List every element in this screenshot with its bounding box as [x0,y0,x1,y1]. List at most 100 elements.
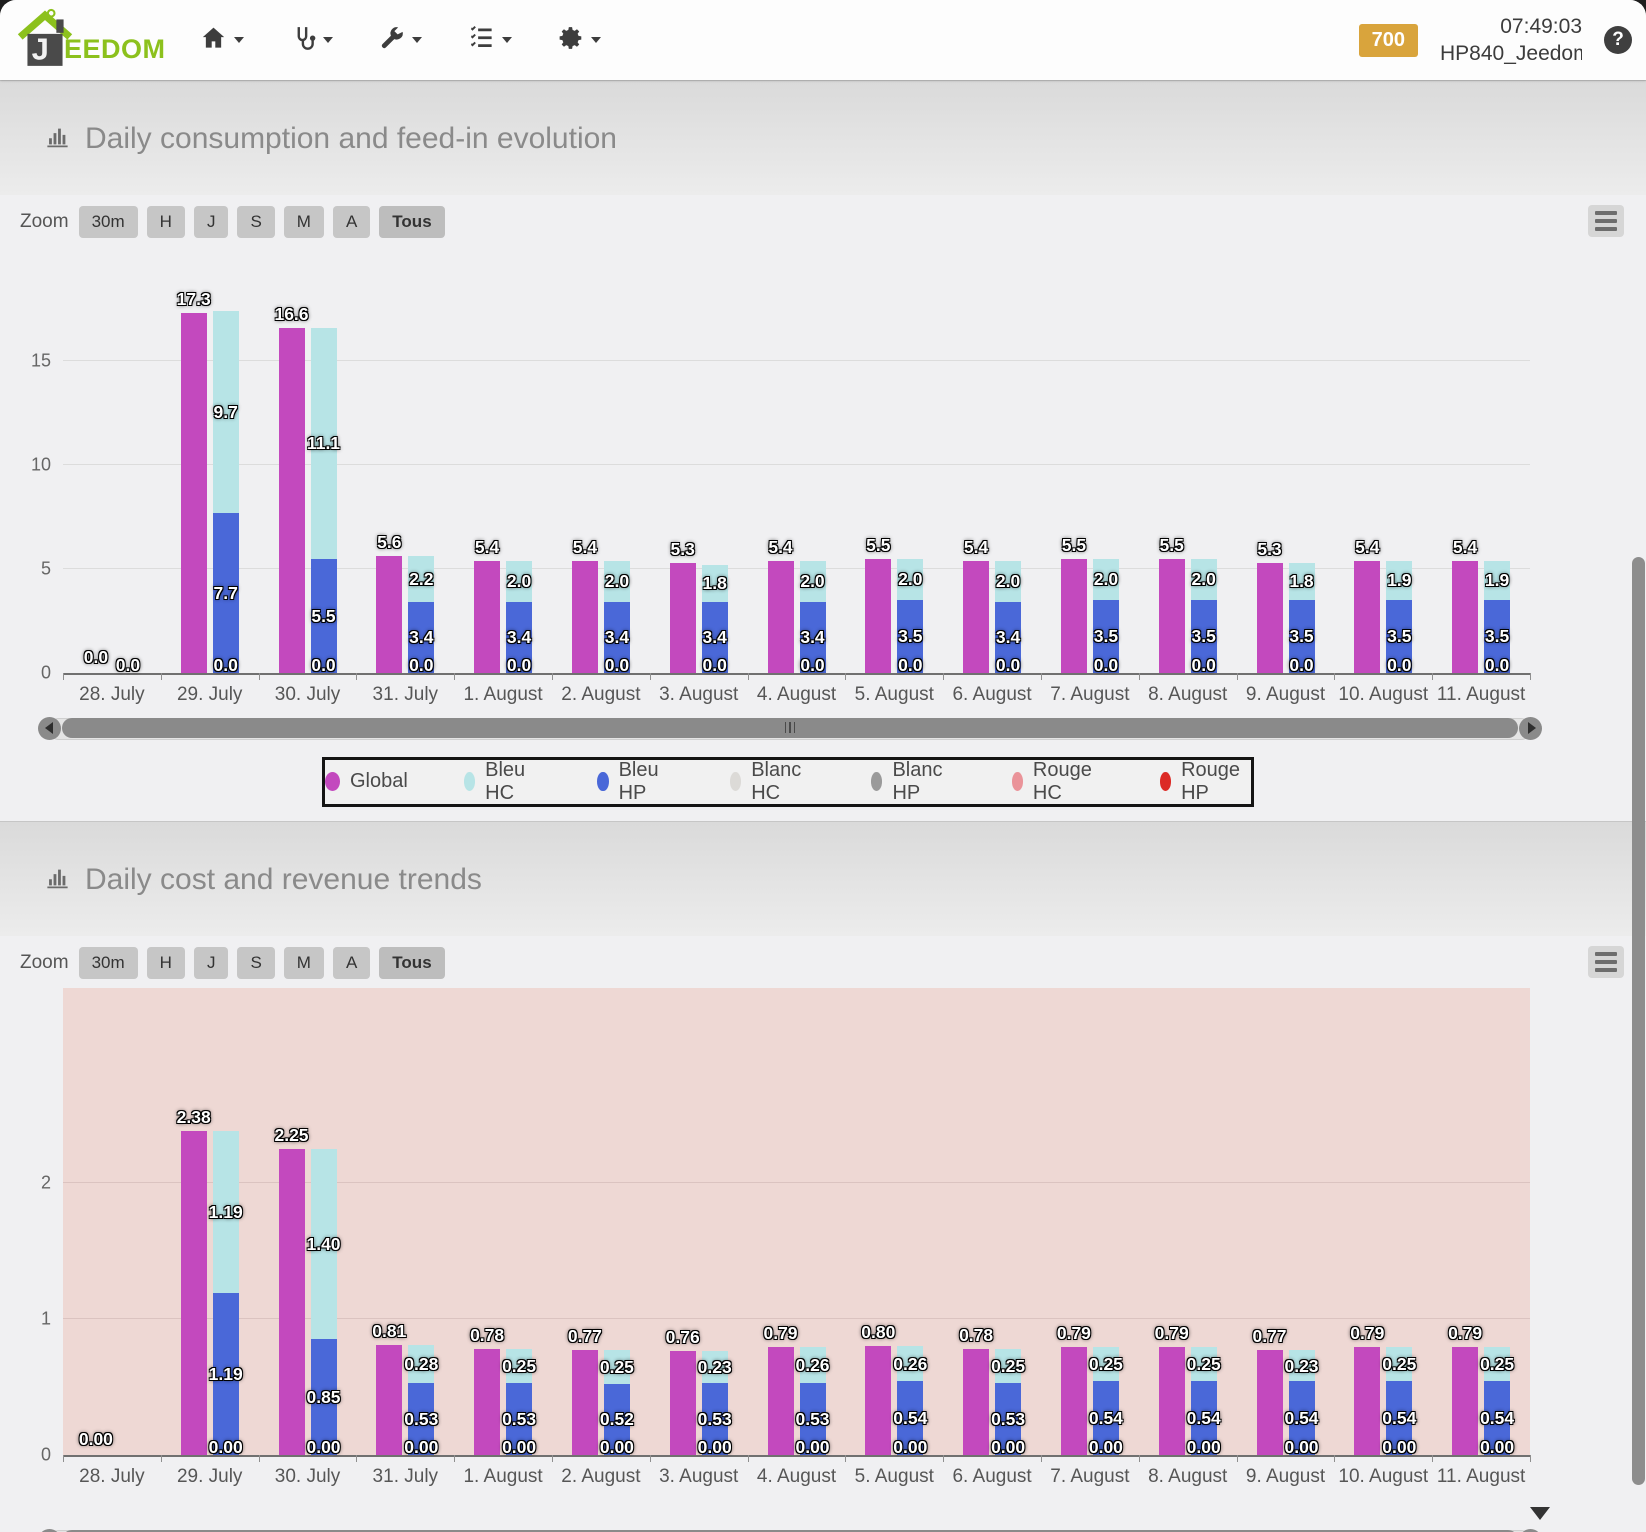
bar-bleu-hc[interactable] [1484,1347,1511,1382]
bar-bleu-hc[interactable] [701,564,728,603]
bar-global[interactable] [963,1348,990,1455]
bar-bleu-hc[interactable] [799,560,826,603]
bar-global[interactable] [1060,1347,1087,1455]
zoom-button-tous[interactable]: Tous [379,205,445,238]
menu-home[interactable] [200,24,244,56]
zoom-button-j[interactable]: J [193,205,229,238]
bar-global[interactable] [1354,1347,1381,1455]
bar-global[interactable] [474,560,501,673]
bar-global[interactable] [278,327,305,673]
legend-item-rouge-hc[interactable]: Rouge HC [1011,759,1104,805]
bar-bleu-hp[interactable] [1092,1381,1119,1455]
bar-bleu-hc[interactable] [897,1345,924,1382]
bar-global[interactable] [1256,1350,1283,1455]
bar-global[interactable] [571,1350,598,1455]
menu-settings[interactable] [558,25,601,56]
bar-bleu-hp[interactable] [506,602,533,673]
zoom-button-j[interactable]: J [193,946,229,979]
page-scrollbar-thumb[interactable] [1632,557,1645,1485]
legend-item-global[interactable]: Global [325,770,408,793]
bar-bleu-hp[interactable] [897,600,924,673]
bar-bleu-hp[interactable] [799,602,826,673]
bar-global[interactable] [669,1351,696,1455]
bar-bleu-hp[interactable] [799,1382,826,1455]
bar-bleu-hp[interactable] [212,1293,239,1455]
bar-bleu-hc[interactable] [1288,1350,1315,1382]
bar-bleu-hc[interactable] [1484,560,1511,601]
bar-global[interactable] [865,1345,892,1455]
bar-global[interactable] [1158,558,1185,673]
bar-global[interactable] [278,1149,305,1455]
bar-bleu-hc[interactable] [701,1351,728,1383]
scroll-left-icon[interactable] [38,716,61,740]
bar-bleu-hp[interactable] [995,602,1022,673]
chart-menu-icon[interactable] [1588,204,1624,237]
bar-bleu-hc[interactable] [1386,1347,1413,1382]
bar-bleu-hc[interactable] [1190,558,1217,601]
bar-global[interactable] [669,562,696,673]
bar-bleu-hp[interactable] [1484,600,1511,673]
bar-bleu-hc[interactable] [1288,562,1315,601]
bar-global[interactable] [474,1348,501,1455]
scroll-right-icon[interactable] [1519,1528,1542,1532]
zoom-button-h[interactable]: H [146,205,185,238]
bar-bleu-hp[interactable] [212,512,239,673]
scroll-down-icon[interactable] [1530,1507,1550,1520]
legend-item-bleu-hc[interactable]: Bleu HC [463,759,541,805]
bar-bleu-hc[interactable] [1092,1347,1119,1382]
bar-global[interactable] [571,560,598,673]
bar-bleu-hc[interactable] [310,327,337,559]
bar-bleu-hp[interactable] [310,1339,337,1455]
bar-bleu-hp[interactable] [603,1383,630,1455]
bar-global[interactable] [1452,1347,1479,1455]
zoom-button-a[interactable]: A [332,205,371,238]
menu-tasks[interactable] [468,24,512,56]
scroll-left-icon[interactable] [38,1528,61,1532]
legend-item-blanc-hc[interactable]: Blanc HC [729,759,815,805]
scrollbar-thumb[interactable] [62,1529,1518,1532]
legend-item-rouge-hp[interactable]: Rouge HP [1159,759,1251,805]
notification-badge[interactable]: 700 [1358,23,1418,57]
menu-health[interactable] [290,25,333,56]
scroll-right-icon[interactable] [1519,716,1542,740]
bar-bleu-hp[interactable] [1386,600,1413,673]
bar-bleu-hp[interactable] [701,602,728,673]
bar-bleu-hc[interactable] [1092,558,1119,601]
bar-bleu-hp[interactable] [1386,1381,1413,1455]
bar-bleu-hp[interactable] [995,1382,1022,1455]
bar-bleu-hc[interactable] [995,560,1022,603]
bar-global[interactable] [180,1131,207,1455]
bar-bleu-hc[interactable] [995,1348,1022,1383]
help-icon[interactable]: ? [1604,26,1632,54]
legend-item-blanc-hp[interactable]: Blanc HP [871,759,955,805]
bar-bleu-hp[interactable] [603,602,630,673]
bar-bleu-hp[interactable] [1288,1381,1315,1455]
bar-bleu-hp[interactable] [1288,600,1315,673]
bar-bleu-hc[interactable] [603,560,630,603]
bar-bleu-hc[interactable] [1190,1347,1217,1382]
bar-global[interactable] [1452,560,1479,673]
bar-bleu-hc[interactable] [212,1131,239,1294]
bar-bleu-hc[interactable] [799,1347,826,1383]
legend-item-bleu-hp[interactable]: Bleu HP [597,759,674,805]
bar-bleu-hp[interactable] [1190,1381,1217,1455]
bar-bleu-hp[interactable] [1092,600,1119,673]
bar-global[interactable] [963,560,990,673]
scrollbar-thumb[interactable] [62,717,1518,738]
bar-global[interactable] [376,1344,403,1455]
bar-bleu-hp[interactable] [408,602,435,673]
zoom-button-tous[interactable]: Tous [379,946,445,979]
bar-bleu-hc[interactable] [408,1344,435,1383]
bar-bleu-hc[interactable] [212,311,239,513]
bar-global[interactable] [376,556,403,673]
menu-tools[interactable] [379,25,422,56]
bar-bleu-hp[interactable] [701,1382,728,1455]
bar-global[interactable] [1354,560,1381,673]
bar-global[interactable] [865,558,892,673]
bar-bleu-hc[interactable] [310,1149,337,1340]
bar-bleu-hc[interactable] [897,558,924,601]
bar-bleu-hp[interactable] [1484,1381,1511,1455]
bar-global[interactable] [1060,558,1087,673]
bar-global[interactable] [180,313,207,673]
bar-bleu-hp[interactable] [1190,600,1217,673]
